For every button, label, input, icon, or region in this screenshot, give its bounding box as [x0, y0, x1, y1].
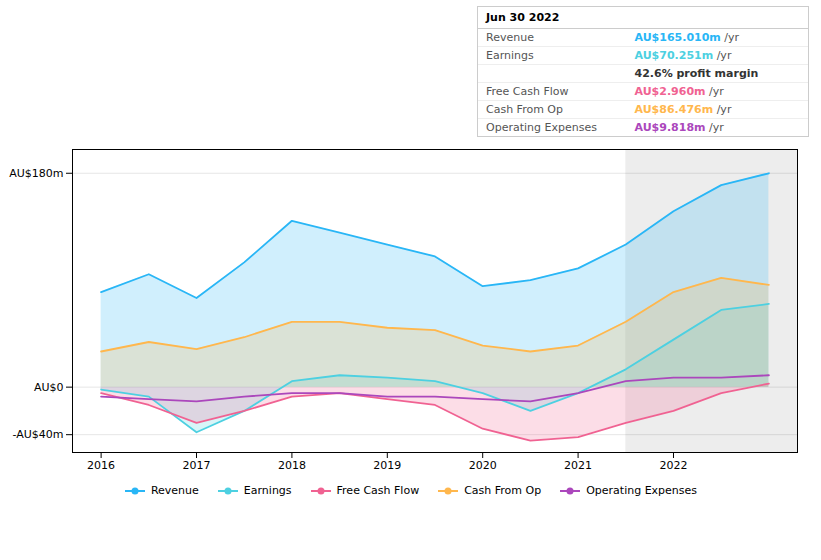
html-text:AU$70.251m /yr: AU$70.251m /yr: [634, 49, 732, 62]
svg-text:2022: 2022: [659, 459, 687, 472]
svg-text:2021: 2021: [564, 459, 592, 472]
html-text:Earnings: Earnings: [243, 484, 292, 497]
html-text:Free Cash Flow: Free Cash Flow: [336, 484, 420, 497]
svg-text:2018: 2018: [278, 459, 306, 472]
svg-text:2020: 2020: [469, 459, 497, 472]
svg-text:2017: 2017: [183, 459, 211, 472]
svg-text:2019: 2019: [373, 459, 401, 472]
html-text:AU$9.818m /yr: AU$9.818m /yr: [634, 121, 724, 134]
html-text:Revenue: Revenue: [150, 484, 199, 497]
svg-text:AU$0: AU$0: [34, 381, 64, 394]
html-text:AU$165.010m /yr: AU$165.010m /yr: [634, 31, 740, 44]
html-text:Cash From Op: Cash From Op: [486, 103, 563, 116]
svg-text:AU$180m: AU$180m: [9, 167, 63, 180]
html-text:Operating Expenses: Operating Expenses: [486, 121, 597, 134]
html-text:Revenue: Revenue: [486, 31, 534, 44]
html-text:AU$86.476m /yr: AU$86.476m /yr: [634, 103, 732, 116]
html-text:Operating Expenses: Operating Expenses: [586, 484, 698, 497]
html-text:Cash From Op: Cash From Op: [464, 484, 542, 497]
svg-text:-AU$40m: -AU$40m: [12, 428, 63, 441]
html-text:Free Cash Flow: Free Cash Flow: [486, 85, 569, 98]
html-text:AU$2.960m /yr: AU$2.960m /yr: [634, 85, 724, 98]
svg-text:2016: 2016: [87, 459, 115, 472]
html-text:42.6% profit margin: 42.6% profit margin: [634, 67, 759, 80]
html-text:Earnings: Earnings: [486, 49, 534, 62]
html-text:Jun 30 2022: Jun 30 2022: [486, 11, 560, 24]
